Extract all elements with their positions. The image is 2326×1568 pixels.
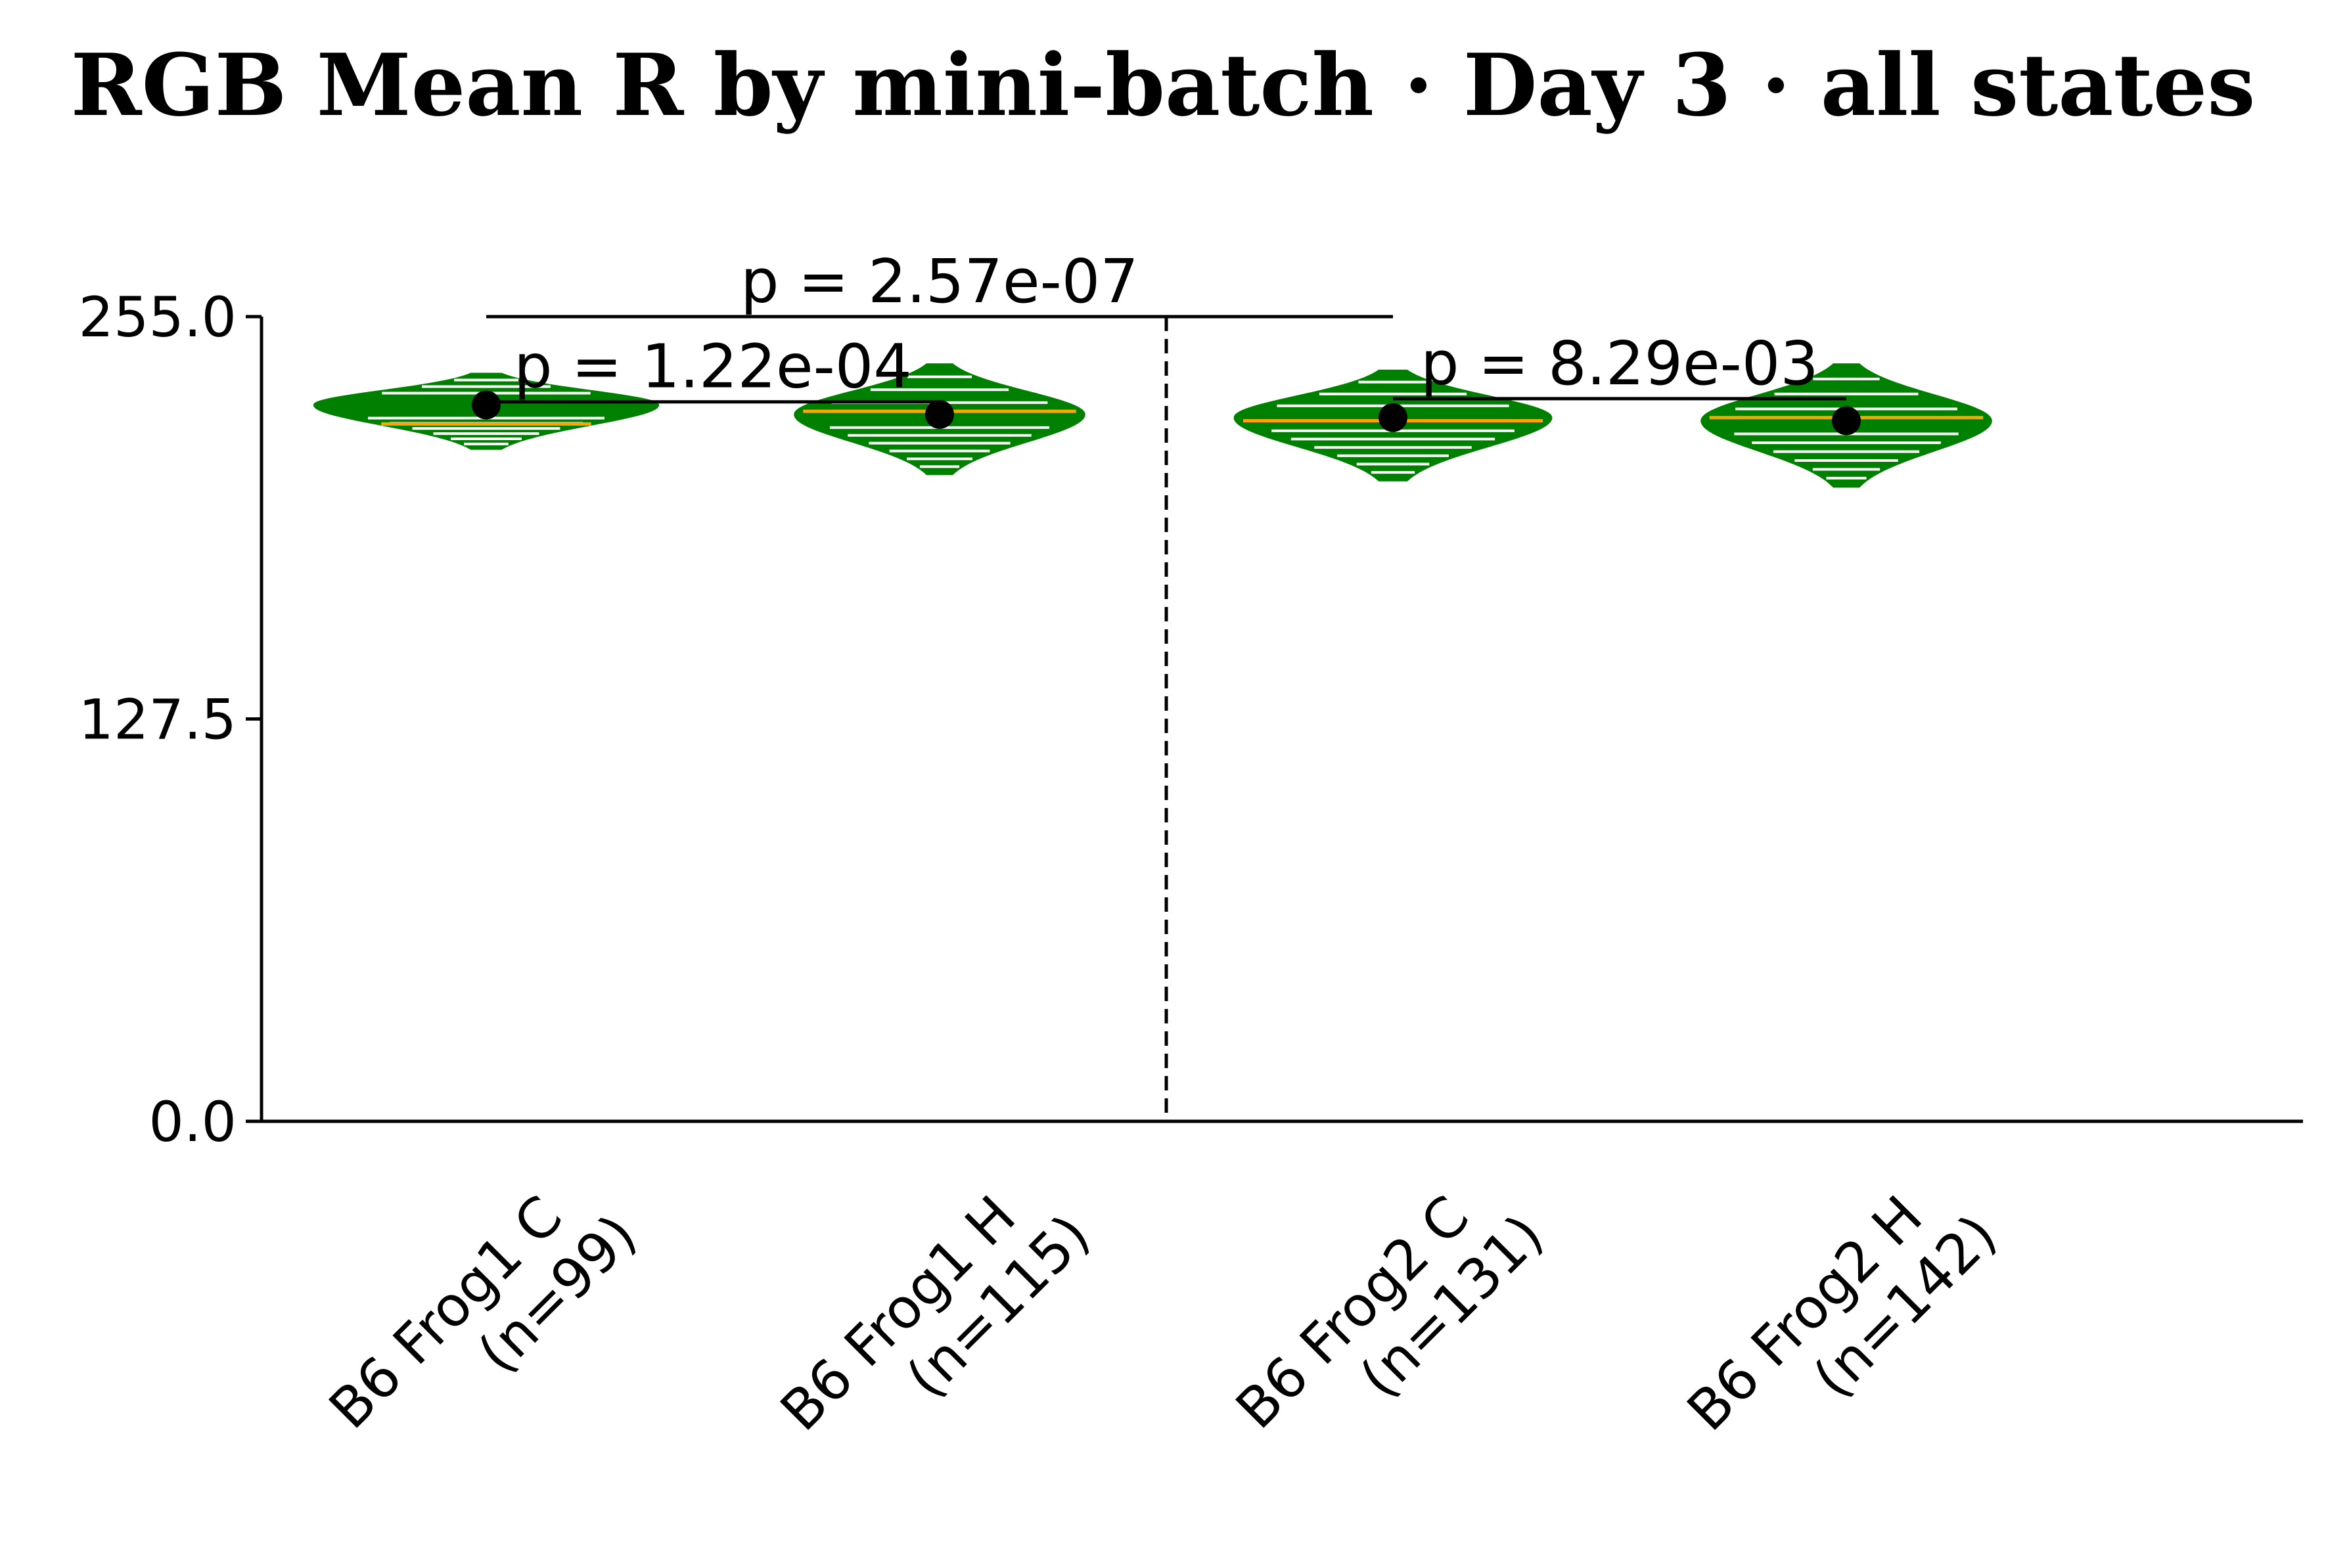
p-value-label: p = 2.57e-07 — [741, 246, 1139, 317]
x-tick-label: B6 Frog2 H(n=142) — [1675, 1155, 2009, 1489]
y-tick-label: 255.0 — [79, 285, 237, 349]
y-tick-label: 127.5 — [79, 688, 237, 752]
chart-title: RGB Mean R by mini-batch · Day 3 · all s… — [71, 35, 2256, 135]
p-value-label: p = 8.29e-03 — [1421, 328, 1819, 399]
x-tick-label: B6 Frog2 C(n=131) — [1223, 1155, 1555, 1487]
mean-marker — [1832, 406, 1861, 436]
mean-marker — [1379, 403, 1407, 432]
x-tick-label: B6 Frog1 H(n=115) — [768, 1155, 1102, 1489]
mean-marker — [925, 399, 954, 429]
mean-marker — [472, 390, 501, 420]
x-tick-label: B6 Frog1 C(n=99) — [317, 1155, 649, 1487]
p-value-label: p = 1.22e-04 — [514, 332, 912, 402]
y-tick-label: 0.0 — [148, 1090, 237, 1154]
